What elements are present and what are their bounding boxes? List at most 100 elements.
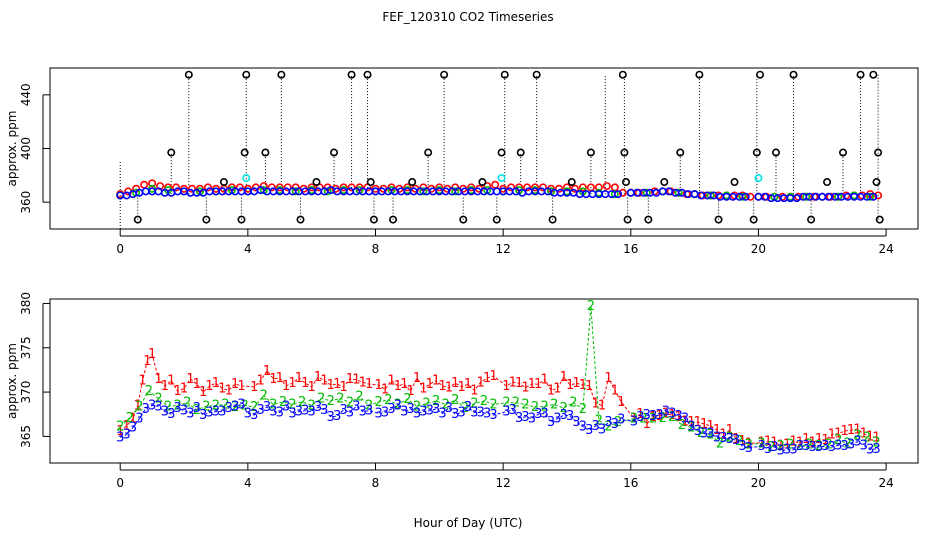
series-1-point: 1 (802, 432, 810, 447)
series-1-point: 1 (521, 381, 529, 396)
series-1-point (347, 183, 356, 192)
series-3-point: 3 (400, 405, 408, 420)
series-3-point: 3 (515, 411, 523, 426)
series-outlier-point (548, 215, 557, 224)
series-2-point: 2 (521, 397, 529, 412)
series-3-point: 3 (745, 441, 753, 456)
series-1-point: 1 (365, 377, 373, 392)
series-3-point: 3 (502, 405, 510, 420)
series-1-point: 1 (339, 380, 347, 395)
series-1-point: 1 (426, 377, 434, 392)
series-1-point: 1 (143, 354, 151, 369)
series-1-point: 1 (359, 375, 367, 390)
series-3-point: 3 (655, 408, 663, 423)
series-1-point: 1 (148, 347, 156, 362)
series-outlier-point (875, 215, 884, 224)
series-3-point (588, 190, 597, 199)
series-3-point: 3 (438, 406, 446, 421)
series-1-point (778, 192, 787, 201)
y-tick-label: 440 (19, 83, 33, 106)
series-3-point: 3 (205, 405, 213, 420)
series-3-point: 3 (250, 408, 258, 423)
series-2-point: 2 (560, 401, 568, 416)
series-3-point: 3 (339, 403, 347, 418)
series-3-point: 3 (815, 440, 823, 455)
series-2-point: 2 (668, 410, 676, 425)
series-2-point: 2 (116, 420, 124, 435)
series-1-point: 1 (502, 379, 510, 394)
series-3-point: 3 (726, 432, 734, 447)
series-3-point: 3 (866, 443, 874, 458)
series-1-point: 1 (400, 377, 408, 392)
series-3-point: 3 (432, 402, 440, 417)
series-3-point (314, 187, 323, 196)
series-2-point: 2 (241, 398, 249, 413)
series-1-point: 1 (458, 380, 466, 395)
series-1-point (140, 180, 149, 189)
series-1-point: 1 (681, 414, 689, 429)
series-1-point: 1 (579, 378, 587, 393)
series-3-point: 3 (327, 410, 335, 425)
plot-frame (49, 67, 919, 230)
series-3-point: 3 (534, 407, 542, 422)
series-1-point: 1 (116, 424, 124, 439)
x-tick-label: 0 (116, 476, 124, 490)
series-1-line (119, 352, 877, 446)
series-3-point: 3 (700, 427, 708, 442)
series-outlier-point (240, 148, 249, 157)
x-axis-label: Hour of Day (UTC) (414, 516, 523, 530)
series-2-point: 2 (212, 398, 220, 413)
series-1-point (842, 191, 851, 200)
series-outlier-point (184, 70, 193, 79)
x-tick-label: 20 (751, 242, 766, 256)
series-3-point: 3 (509, 403, 517, 418)
series-3-point: 3 (167, 407, 175, 422)
series-3-point (537, 187, 546, 196)
series-3-point: 3 (713, 430, 721, 445)
series-1-point (307, 183, 316, 192)
series-1-point: 1 (528, 377, 536, 392)
series-2-point: 2 (183, 396, 191, 411)
series-1-point: 1 (489, 369, 497, 384)
series-outlier-point (771, 148, 780, 157)
series-1-point: 1 (585, 379, 593, 394)
series-2-point: 2 (126, 411, 134, 426)
series-2-point: 2 (502, 396, 510, 411)
series-3-point: 3 (282, 399, 290, 414)
series-3-point (205, 187, 214, 196)
series-3-point: 3 (464, 400, 472, 415)
series-1-point: 1 (821, 433, 829, 448)
series-2-point: 2 (317, 391, 325, 406)
series-3-point: 3 (314, 400, 322, 415)
series-3-point: 3 (847, 437, 855, 452)
series-3-point: 3 (406, 402, 414, 417)
series-1-point: 1 (320, 374, 328, 389)
series-1-point (235, 183, 244, 192)
series-1-point (531, 183, 540, 192)
x-tick-label: 20 (751, 476, 766, 490)
series-1-point (203, 183, 212, 192)
series-2-point: 2 (489, 397, 497, 412)
y-axis-label: approx. ppm (5, 343, 19, 419)
series-outlier-point (366, 178, 375, 187)
series-outlier-point (623, 215, 632, 224)
series-2-point: 2 (470, 397, 478, 412)
series-outlier-point (622, 178, 631, 187)
series-1-point: 1 (161, 379, 169, 394)
series-outlier-point (869, 70, 878, 79)
series-1-point (435, 183, 444, 192)
series-3-point: 3 (129, 421, 137, 436)
series-1-point (283, 183, 292, 192)
series-3-point: 3 (225, 401, 233, 416)
series-3-point: 3 (135, 412, 143, 427)
series-1-point: 1 (432, 374, 440, 389)
series-outlier-point (586, 148, 595, 157)
series-outlier-point (478, 178, 487, 187)
series-1-point: 1 (592, 397, 600, 412)
series-2-point: 2 (193, 403, 201, 418)
series-2-point: 2 (221, 397, 229, 412)
series-outlier-point (823, 178, 832, 187)
x-tick-label: 16 (623, 476, 638, 490)
series-2-point (706, 191, 715, 200)
series-1-point (523, 183, 532, 192)
